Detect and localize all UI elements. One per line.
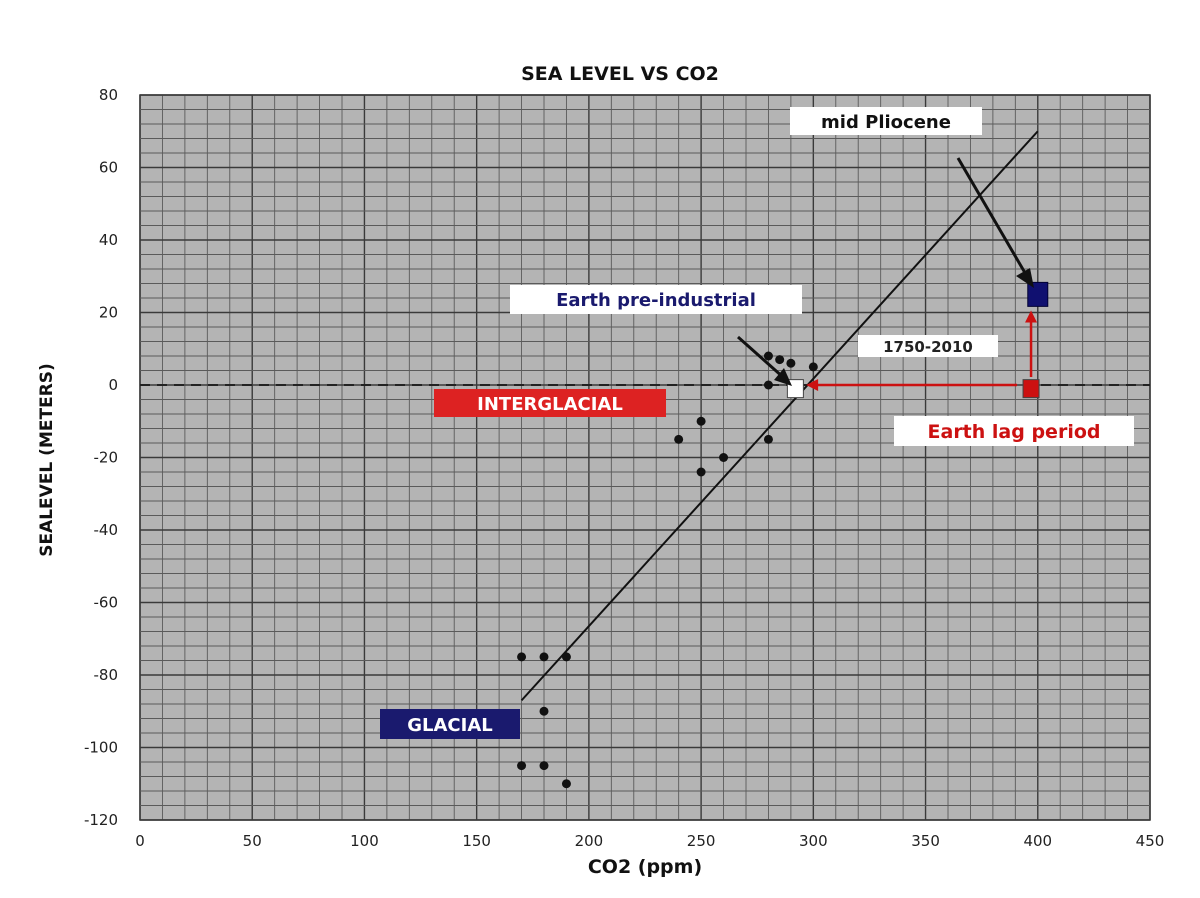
marker-pre-industrial xyxy=(786,379,804,399)
y-axis-label: SEALEVEL (METERS) xyxy=(37,363,57,557)
data-point xyxy=(539,761,549,771)
data-point xyxy=(763,434,773,444)
x-tick-label: 250 xyxy=(687,832,716,850)
data-point xyxy=(561,779,571,789)
data-point xyxy=(517,761,527,771)
x-tick-label: 150 xyxy=(462,832,491,850)
x-axis-label: CO2 (ppm) xyxy=(588,856,702,878)
pre-industrial-arrow xyxy=(737,335,785,380)
data-point xyxy=(539,706,549,716)
y-tick-label: 20 xyxy=(99,304,118,322)
highlight-markers xyxy=(786,281,1049,399)
data-point xyxy=(696,467,706,477)
x-tick-label: 350 xyxy=(911,832,940,850)
data-point xyxy=(696,416,706,426)
glacial-label-box xyxy=(380,709,520,739)
mid-pliocene-label: mid Pliocene xyxy=(821,112,951,133)
period-label: 1750-2010 xyxy=(883,338,973,356)
x-tick-label: 300 xyxy=(799,832,828,850)
period-label-box xyxy=(858,335,998,357)
data-point xyxy=(786,358,796,368)
data-point xyxy=(719,453,729,462)
y-tick-label: -60 xyxy=(94,594,119,612)
data-point xyxy=(775,355,785,365)
glacial-label: GLACIAL xyxy=(407,715,492,736)
y-tick-label: -80 xyxy=(94,666,119,684)
trendline xyxy=(520,130,1039,702)
x-tick-label: 450 xyxy=(1136,832,1165,850)
interglacial-label-box xyxy=(434,389,666,417)
lag-period-label: Earth lag period xyxy=(928,421,1101,443)
data-point xyxy=(763,380,773,390)
data-point xyxy=(763,351,773,361)
data-point xyxy=(808,362,818,372)
y-tick-label: 80 xyxy=(99,86,118,104)
y-tick-label: -20 xyxy=(94,449,119,467)
lag-label-box xyxy=(894,416,1134,446)
pre-industrial-label-box xyxy=(510,285,802,314)
x-tick-label: 50 xyxy=(243,832,262,850)
axis-tick-labels: 0 50 100 150 200 250 300 350 400 450806040200-20-… xyxy=(84,86,1164,850)
y-tick-label: -120 xyxy=(84,811,118,829)
data-point xyxy=(539,652,549,662)
x-tick-label: 400 xyxy=(1023,832,1052,850)
lag-arrows xyxy=(806,310,1038,391)
marker-current xyxy=(1022,379,1040,399)
data-point xyxy=(561,652,571,662)
data-point xyxy=(674,434,684,444)
x-tick-label: 100 xyxy=(350,832,379,850)
mid-pliocene-arrowhead xyxy=(1016,268,1034,288)
y-tick-label: 60 xyxy=(99,159,118,177)
pre-industrial-arrowhead xyxy=(774,368,792,386)
data-point xyxy=(517,652,527,662)
y-tick-label: 40 xyxy=(99,231,118,249)
mid-pliocene-label-box xyxy=(790,107,982,135)
lag-arrowhead-left xyxy=(806,379,819,391)
pre-industrial-label: Earth pre-industrial xyxy=(556,290,756,311)
marker-mid-pliocene xyxy=(1027,281,1049,307)
data-points xyxy=(517,351,818,789)
x-tick-label: 200 xyxy=(575,832,604,850)
interglacial-label: INTERGLACIAL xyxy=(477,394,623,415)
y-tick-label: -40 xyxy=(94,521,119,539)
mid-pliocene-arrow xyxy=(956,157,1030,279)
lag-arrowhead-up xyxy=(1025,310,1038,323)
chart-title: SEA LEVEL VS CO2 xyxy=(521,63,719,85)
x-tick-label: 0 xyxy=(135,832,145,850)
y-tick-label: -100 xyxy=(84,739,118,757)
y-tick-label: 0 xyxy=(108,376,118,394)
